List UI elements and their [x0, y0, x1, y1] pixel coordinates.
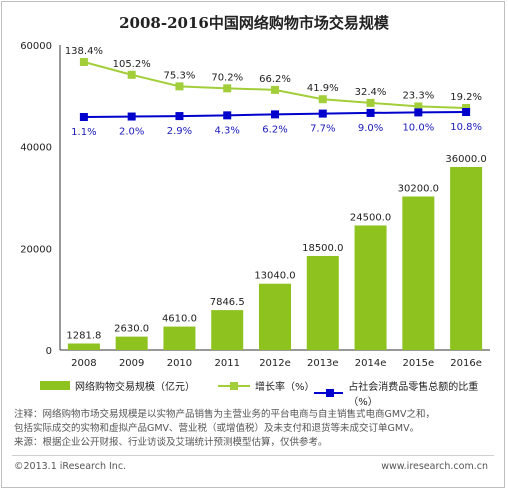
growth-rate-label: 70.2%: [211, 72, 243, 83]
footer-divider: [12, 455, 494, 456]
y-tick-label: 20000: [20, 244, 52, 255]
bar: [259, 283, 291, 350]
retail-share-label: 6.2%: [262, 124, 287, 135]
x-tick-label: 2008: [71, 358, 96, 369]
website-link[interactable]: www.iresearch.com.cn: [381, 461, 488, 472]
bar-value-label: 13040.0: [254, 271, 295, 282]
x-tick-label: 2010: [167, 358, 192, 369]
x-tick-label: 2015e: [403, 358, 435, 369]
bar: [115, 336, 148, 350]
growth-rate-label: 138.4%: [65, 46, 103, 57]
growth-rate-label: 19.2%: [450, 92, 482, 103]
bar-value-label: 36000.0: [445, 154, 486, 165]
chart-title: 2008-2016中国网络购物市场交易规模: [119, 14, 389, 32]
legend-bar-swatch: [40, 381, 70, 390]
x-tick-label: 2009: [119, 358, 144, 369]
growth-rate-point: [223, 84, 232, 93]
legend-share-swatch: [314, 389, 344, 397]
retail-share-point: [462, 108, 471, 116]
bar: [306, 255, 339, 350]
growth-rate-label: 41.9%: [307, 83, 339, 94]
legend: 网络购物交易规模（亿元） 增长率（%） 占社会消费品零售总额的比重（%）: [14, 378, 494, 408]
growth-rate-point: [175, 82, 184, 91]
growth-rate-point: [127, 70, 136, 79]
bar-value-label: 7846.5: [210, 297, 245, 308]
copyright: ©2013.1 iResearch Inc.: [14, 461, 127, 472]
legend-item-growth: 增长率（%）: [218, 378, 315, 393]
chart-plot: 0 20000 40000 60000 1281.8 2630.0 4610.0 7846.5…: [20, 41, 490, 369]
growth-rate-point: [271, 85, 279, 94]
bar-value-label: 18500.0: [302, 243, 343, 254]
growth-rate-label: 23.3%: [402, 90, 434, 101]
growth-rate-label: 75.3%: [164, 70, 196, 81]
retail-share-label: 10.8%: [450, 122, 482, 133]
growth-rate-point: [414, 102, 423, 111]
source-line: 来源：根据企业公开财报、行业访谈及艾瑞统计预测模型估算，仅供参考。: [14, 437, 328, 448]
bar-value-label: 2630.0: [114, 324, 149, 335]
notes: 注释：网络购物市场交易规模是以实物产品销售为主营业务的平台电商与自主销售式电商G…: [14, 408, 500, 450]
retail-share-label: 2.0%: [119, 127, 144, 138]
x-tick-label: 2011: [214, 358, 239, 369]
retail-share-label: 9.0%: [358, 123, 383, 134]
retail-share-point: [414, 108, 423, 117]
retail-share-point: [271, 110, 279, 119]
growth-rate-point: [79, 58, 88, 66]
bar: [67, 343, 100, 350]
legend-growth-label: 增长率（%）: [255, 382, 315, 393]
note-line-2: 包括实际成交的实物和虚拟产品GMV、营业税（或增值税）及未支付和退货等未成交订单…: [14, 423, 420, 434]
x-tick-label: 2014e: [355, 358, 387, 369]
bar: [402, 196, 435, 350]
retail-share-label: 10.0%: [402, 122, 434, 133]
bar-value-label: 30200.0: [398, 183, 439, 194]
retail-share-point: [318, 109, 327, 118]
retail-share-point: [223, 111, 232, 120]
growth-rate-point: [366, 98, 375, 107]
legend-item-bar: 网络购物交易规模（亿元）: [40, 378, 195, 393]
legend-share-label: 占社会消费品零售总额的比重（%）: [348, 382, 479, 408]
bar: [163, 326, 196, 350]
bar-value-label: 1281.8: [66, 330, 101, 341]
y-tick-label: 40000: [20, 143, 52, 154]
y-tick-label: 60000: [20, 41, 52, 52]
retail-share-label: 7.7%: [310, 124, 335, 135]
bar-value-label: 4610.0: [162, 314, 197, 325]
retail-share-point: [127, 112, 136, 121]
retail-share-point: [175, 112, 184, 121]
growth-rate-label: 105.2%: [113, 59, 151, 70]
x-tick-label: 2012e: [259, 358, 291, 369]
bar: [354, 225, 387, 350]
retail-share-label: 4.3%: [215, 125, 240, 136]
retail-share-point: [366, 108, 375, 117]
growth-rate-point: [318, 95, 327, 104]
bar: [450, 167, 483, 350]
bar: [211, 310, 244, 350]
retail-share-point: [79, 113, 88, 121]
legend-bar-label: 网络购物交易规模（亿元）: [75, 382, 195, 393]
bar-value-label: 24500.0: [350, 212, 391, 223]
note-line-1: 注释：网络购物市场交易规模是以实物产品销售为主营业务的平台电商与自主销售式电商G…: [14, 409, 436, 420]
growth-rate-label: 32.4%: [355, 87, 387, 98]
retail-share-label: 2.9%: [167, 126, 192, 137]
x-tick-label: 2016e: [450, 358, 482, 369]
x-tick-label: 2013e: [307, 358, 339, 369]
legend-item-share: 占社会消费品零售总额的比重（%）: [314, 378, 494, 408]
legend-growth-swatch: [218, 381, 250, 390]
retail-share-label: 1.1%: [71, 127, 96, 138]
growth-rate-label: 66.2%: [259, 74, 291, 85]
y-tick-label: 0: [46, 346, 52, 357]
